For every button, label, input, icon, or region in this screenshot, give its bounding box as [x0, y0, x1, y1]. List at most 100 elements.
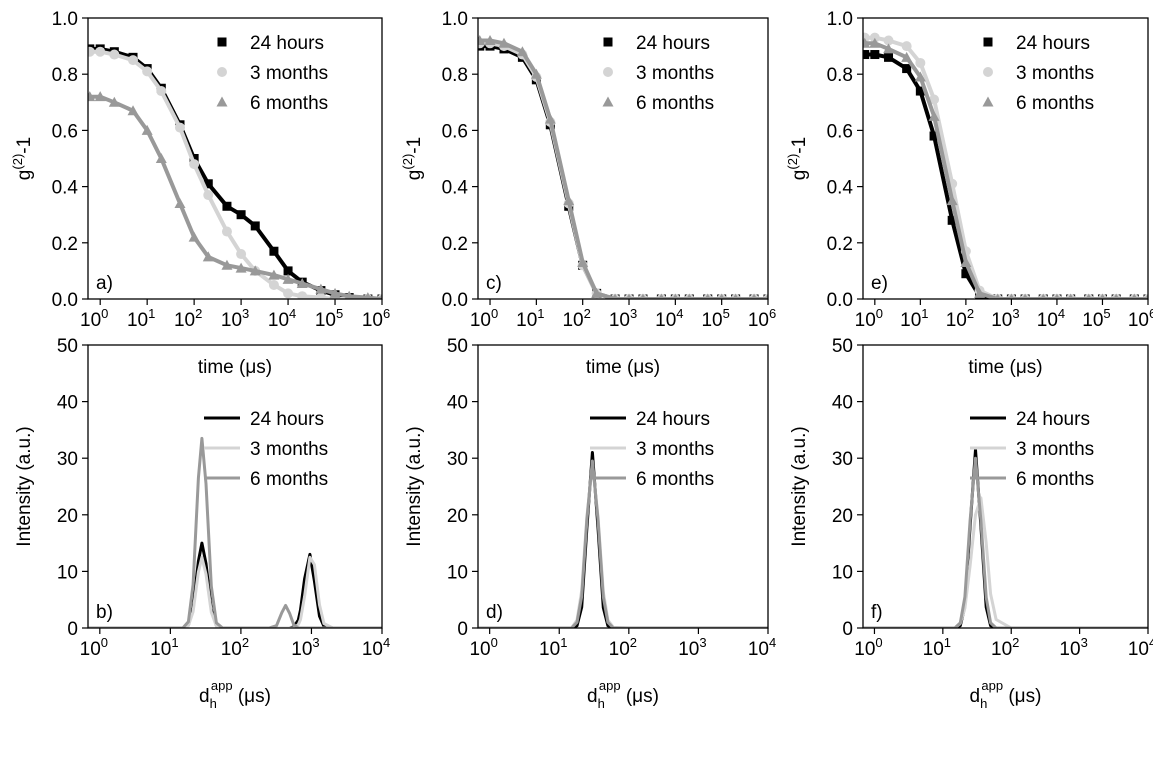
x-tick-label: 103	[678, 635, 706, 660]
marker	[221, 226, 232, 237]
y-tick-label: 50	[57, 336, 78, 357]
x-tick-exponent: 0	[491, 306, 498, 321]
marker	[884, 52, 894, 62]
x-tick-exponent: 3	[312, 635, 319, 650]
x-tick-label: 103	[221, 306, 249, 331]
x-tick-exponent: 1	[921, 306, 928, 321]
legend-marker	[603, 67, 613, 77]
panel-label: c)	[486, 273, 502, 294]
y-tick-label: 40	[57, 393, 78, 414]
x-tick-label: 102	[991, 635, 1019, 660]
marker	[764, 293, 768, 299]
marker	[127, 105, 139, 116]
x-axis-label: time (μs)	[198, 357, 272, 378]
marker	[1085, 293, 1092, 299]
legend-label: 3 months	[250, 63, 328, 84]
marker	[478, 34, 486, 45]
y-tick-label: 0.4	[827, 178, 854, 199]
x-tick-label: 101	[150, 635, 178, 660]
y-axis-label: g(2)-1	[400, 137, 425, 180]
x-tick-exponent: 0	[101, 306, 108, 321]
legend-marker	[602, 96, 614, 107]
marker	[563, 195, 575, 206]
x-tick-exponent: 6	[769, 306, 776, 321]
marker	[141, 124, 153, 135]
y-tick-label: 0.2	[442, 234, 468, 255]
marker	[1144, 293, 1148, 299]
x-tick-base: 10	[991, 639, 1012, 660]
marker	[283, 266, 293, 276]
y-tick-label: 0.4	[442, 178, 469, 199]
x-tick-base: 10	[701, 310, 722, 331]
marker	[174, 197, 186, 208]
x-tick-exponent: 0	[876, 306, 883, 321]
legend-label: 3 months	[1016, 63, 1094, 84]
y-axis-label-part: (2)	[10, 154, 25, 170]
x-tick-base: 10	[268, 310, 289, 331]
legend-label: 6 months	[250, 93, 328, 114]
x-tick-exponent: 4	[289, 306, 296, 321]
x-axis-label-part: time (μs)	[968, 357, 1042, 378]
marker	[1022, 293, 1029, 299]
x-tick-label: 106	[748, 306, 776, 331]
x-axis-label-part: (μs)	[1003, 686, 1041, 707]
plot-frame	[862, 344, 1149, 629]
legend-label: 24 hours	[636, 33, 710, 54]
panel-label: d)	[486, 602, 503, 623]
x-tick-label: 101	[127, 306, 155, 331]
plot-data	[88, 436, 382, 628]
x-tick-exponent: 3	[1081, 635, 1088, 650]
series-line	[864, 41, 1148, 299]
marker	[1131, 293, 1138, 299]
marker	[1113, 293, 1120, 299]
x-tick-base: 10	[315, 310, 336, 331]
y-axis-label: Intensity (a.u.)	[14, 426, 35, 546]
x-tick-label: 101	[900, 306, 928, 331]
x-tick-label: 100	[854, 635, 882, 660]
y-axis-label-part: Intensity (a.u.)	[789, 426, 810, 546]
y-tick-label: 10	[57, 562, 78, 583]
y-tick-label: 30	[832, 449, 853, 470]
x-tick-base: 10	[609, 639, 630, 660]
x-tick-exponent: 5	[336, 306, 343, 321]
legend-marker	[983, 37, 993, 47]
marker	[344, 290, 354, 299]
marker	[250, 221, 260, 231]
marker	[863, 50, 870, 60]
x-tick-base: 10	[1128, 310, 1149, 331]
x-tick-label: 102	[946, 306, 974, 331]
x-tick-label: 100	[80, 635, 108, 660]
legend-marker	[983, 67, 993, 77]
marker	[929, 94, 940, 105]
marker	[108, 96, 120, 107]
marker	[612, 293, 619, 299]
x-tick-base: 10	[855, 310, 876, 331]
x-tick-label: 100	[469, 635, 497, 660]
y-axis-label-part: -1	[404, 137, 425, 154]
marker	[1067, 293, 1074, 299]
x-tick-exponent: 0	[491, 635, 498, 650]
y-axis-label-part: Intensity (a.u.)	[14, 426, 35, 546]
x-axis-label-part: app	[981, 678, 1003, 693]
legend-label: 6 months	[636, 469, 714, 490]
marker	[901, 51, 913, 62]
legend-label: 24 hours	[1016, 33, 1090, 54]
marker	[639, 293, 646, 299]
marker	[498, 37, 510, 48]
x-tick-exponent: 4	[1149, 635, 1153, 650]
marker	[128, 55, 139, 66]
x-tick-base: 10	[516, 310, 537, 331]
marker	[297, 291, 308, 299]
y-tick-label: 10	[832, 562, 853, 583]
marker	[282, 273, 294, 284]
y-axis-label-part: -1	[14, 137, 35, 154]
x-tick-exponent: 3	[630, 306, 637, 321]
x-tick-exponent: 5	[1103, 306, 1110, 321]
y-tick-label: 0.8	[442, 65, 468, 86]
x-tick-exponent: 0	[101, 635, 108, 650]
marker	[870, 50, 880, 60]
x-axis-label-part: h	[598, 696, 605, 711]
